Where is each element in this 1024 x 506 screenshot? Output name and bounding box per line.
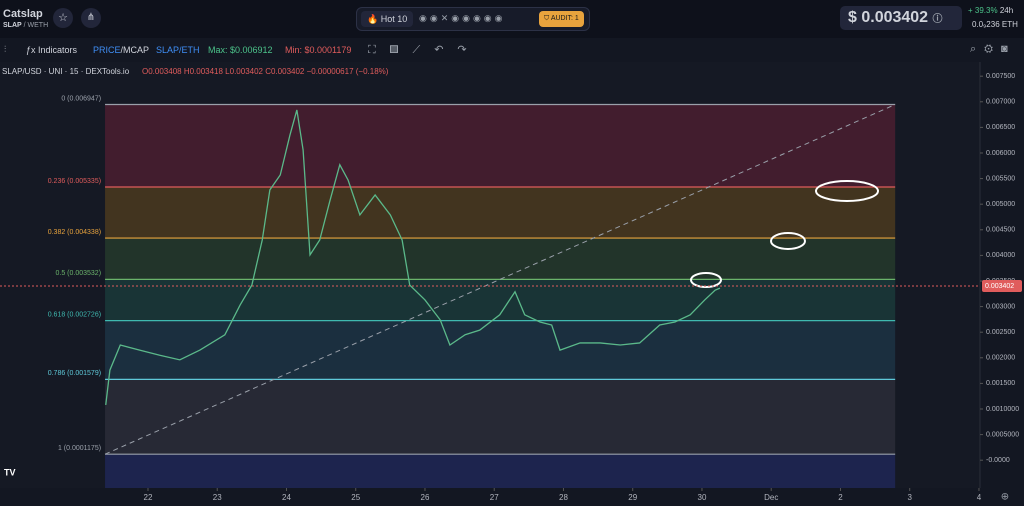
indicators-label: Indicators	[38, 45, 78, 55]
x-tick-label: 4	[977, 493, 982, 502]
hand-annotation	[770, 232, 806, 250]
legend-symbol: SLAP/USD · UNI · 15 · DEXTools.io	[2, 67, 130, 76]
x-tick-label: 29	[628, 493, 637, 502]
current-price-tag	[982, 280, 1022, 293]
bar-type-button[interactable]: ⫶	[4, 44, 7, 54]
favorite-button[interactable]: ☆	[53, 8, 73, 28]
pair-quote: / WETH	[23, 22, 49, 29]
price-mcap-toggle[interactable]: PRICE/MCAP	[93, 45, 149, 55]
fib-label: 0.5 (0.003532)	[56, 270, 102, 277]
audit-text: AUDIT: 1	[550, 15, 579, 22]
fib-band	[105, 238, 896, 280]
x-tick-label: 3	[907, 493, 912, 502]
fib-label: 0.618 (0.002726)	[48, 311, 101, 318]
y-tick-label: 0.007500	[986, 73, 1015, 80]
share-button[interactable]: ⋔	[81, 8, 101, 28]
max-price: Max: $0.006912	[208, 45, 273, 55]
fib-band	[105, 187, 896, 239]
x-tick-label: 24	[282, 493, 291, 502]
y-tick-label: 0.0005000	[986, 431, 1019, 438]
eth-unit: ETH	[1001, 20, 1018, 29]
y-tick-label: 0.005000	[986, 201, 1015, 208]
y-tick-label: 0.0010000	[986, 406, 1019, 413]
axis-settings[interactable]: ⊕	[1001, 492, 1009, 503]
price-axis	[980, 62, 1024, 488]
period: 24h	[999, 6, 1014, 15]
y-tick-label: 0.007000	[986, 99, 1015, 106]
y-tick-label: 0.006000	[986, 150, 1015, 157]
fib-band	[105, 379, 896, 455]
hot-badge[interactable]: 🔥 Hot 10	[361, 11, 414, 27]
change: + 39.3%	[968, 6, 998, 15]
y-tick-label: 0.002000	[986, 355, 1015, 362]
x-tick-label: 28	[559, 493, 568, 502]
x-tick-label: Dec	[764, 493, 778, 502]
x-tick-label: 26	[421, 493, 430, 502]
fib-label: 0.382 (0.004338)	[48, 229, 101, 236]
x-tick-label: 2	[838, 493, 843, 502]
x-tick-label: 23	[213, 493, 222, 502]
y-tick-label: 0.004000	[986, 252, 1015, 259]
audit-badge[interactable]: ⛉ AUDIT: 1	[539, 11, 584, 27]
y-tick-label: 0.005500	[986, 175, 1015, 182]
settings-tools[interactable]: ⌕⚙◙	[970, 43, 1016, 55]
fib-label: 0 (0.006947)	[61, 95, 101, 102]
pair-base: SLAP	[3, 22, 22, 29]
hand-annotation	[815, 180, 879, 202]
price: $ 0.003402	[848, 9, 929, 26]
tv-logo	[3, 466, 19, 480]
fib-band	[105, 454, 896, 488]
y-tick-label: 0.004500	[986, 227, 1015, 234]
pair-toggle[interactable]: SLAP/ETH	[156, 45, 200, 55]
price-label: PRICE	[93, 45, 121, 55]
indicators-button[interactable]: ƒx Indicators	[26, 45, 78, 55]
fib-band	[105, 320, 896, 380]
fib-trendline	[104, 104, 896, 455]
fib-label: 0.236 (0.005335)	[48, 178, 101, 185]
y-tick-label: -0.0000	[986, 457, 1010, 464]
min-price: Min: $0.0001179	[285, 45, 352, 55]
info-pill: 🔥 Hot 10 ◉◉✕◉◉◉◉◉ ⛉ AUDIT: 1	[356, 7, 590, 31]
hand-annotation	[690, 272, 722, 288]
x-tick-label: 27	[490, 493, 499, 502]
y-tick-label: 0.003000	[986, 303, 1015, 310]
mcap-label: /MCAP	[120, 45, 150, 55]
price-box: $ 0.003402 ⓘ	[840, 6, 962, 30]
social-icons[interactable]: ◉◉✕◉◉◉◉◉	[419, 13, 506, 23]
fib-label: 0.786 (0.001579)	[48, 370, 101, 377]
x-tick-label: 30	[698, 493, 707, 502]
tv-logo-text: TV	[4, 467, 16, 477]
current-price-label: 0.003402	[985, 283, 1014, 290]
fib-band	[105, 104, 896, 188]
y-tick-label: 0.006500	[986, 124, 1015, 131]
x-tick-label: 22	[144, 493, 153, 502]
x-tick-label: 25	[351, 493, 360, 502]
toolbar: ⫶ ƒx Indicators PRICE/MCAP SLAP/ETH Max:…	[0, 38, 1024, 62]
token-name: Catslap	[3, 8, 43, 20]
legend-ohlc: O0.003408 H0.003418 L0.003402 C0.003402 …	[142, 67, 389, 76]
fib-label: 1 (0.0001175)	[58, 445, 101, 452]
hot-text: Hot 10	[380, 14, 408, 24]
header: Catslap SLAP / WETH ☆ ⋔ 🔥 Hot 10 ◉◉✕◉◉◉◉…	[0, 0, 1024, 38]
chart: SLAP/USD · UNI · 15 · DEXTools.io O0.003…	[0, 62, 1024, 503]
chart-tools[interactable]: ⛶▥⟋↶↷	[368, 44, 481, 56]
y-tick-label: 0.001500	[986, 380, 1015, 387]
eth-price: 0.0₉236	[972, 20, 1000, 29]
y-tick-label: 0.002500	[986, 329, 1015, 336]
price-line	[105, 109, 721, 405]
